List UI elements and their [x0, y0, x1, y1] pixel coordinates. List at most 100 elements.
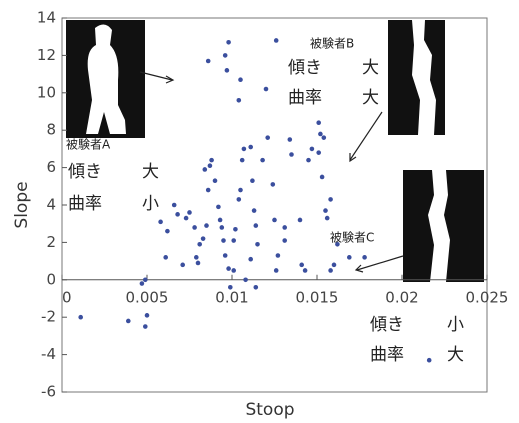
- point: [143, 324, 148, 329]
- y-tick-label: 6: [46, 158, 56, 176]
- point: [331, 262, 337, 268]
- x-tick-label: 0.01: [215, 288, 248, 306]
- point: [324, 215, 330, 221]
- point: [318, 131, 323, 137]
- point: [163, 255, 168, 260]
- annotation-name: 曲率: [370, 345, 404, 365]
- point: [251, 208, 257, 213]
- point: [241, 146, 247, 152]
- point: [207, 163, 213, 169]
- point: [224, 68, 230, 73]
- point: [255, 241, 260, 247]
- y-tick-label: 10: [37, 83, 56, 101]
- point: [204, 223, 209, 228]
- point: [272, 217, 277, 223]
- point: [362, 255, 367, 260]
- point: [236, 197, 242, 202]
- y-tick-label: -2: [41, 308, 56, 326]
- point: [200, 236, 206, 241]
- point: [347, 255, 352, 260]
- point: [238, 77, 243, 83]
- annotation-name: 曲率: [288, 88, 322, 108]
- y-tick-label: 2: [46, 233, 56, 251]
- point: [309, 146, 315, 152]
- point: [289, 152, 294, 157]
- x-axis-label: Stoop: [245, 400, 294, 420]
- point: [265, 135, 271, 140]
- point: [253, 284, 259, 290]
- point: [250, 178, 255, 183]
- point: [226, 40, 231, 45]
- point: [228, 284, 233, 290]
- point: [335, 241, 340, 247]
- point: [328, 268, 333, 273]
- arrows: [139, 71, 404, 273]
- point: [316, 120, 322, 126]
- annotation-level: 大: [362, 88, 379, 108]
- point: [126, 318, 131, 324]
- y-tick-label: -6: [41, 383, 56, 401]
- annotation-name: 傾き: [68, 162, 102, 182]
- point: [78, 314, 83, 320]
- point: [238, 187, 243, 193]
- point: [222, 53, 228, 58]
- point: [222, 253, 228, 258]
- silhouette-a: [66, 20, 145, 138]
- point: [171, 202, 177, 208]
- silhouette-c: [403, 170, 484, 282]
- point: [194, 255, 199, 260]
- x-tick-label: 0.02: [385, 288, 418, 306]
- annotation-level: 大: [142, 162, 159, 182]
- annotation-level: 小: [447, 315, 464, 335]
- point: [180, 262, 185, 268]
- point: [270, 182, 276, 187]
- y-tick-label: 0: [46, 270, 56, 288]
- point: [297, 217, 303, 223]
- point: [321, 135, 327, 140]
- x-tick-label: 0.025: [466, 288, 509, 306]
- point: [243, 277, 248, 283]
- point: [217, 217, 223, 223]
- annotation-level: 大: [447, 345, 464, 365]
- point: [209, 157, 214, 163]
- y-tick-label: 14: [37, 9, 56, 27]
- point: [273, 268, 279, 273]
- y-tick-label: -4: [41, 345, 56, 363]
- point: [165, 228, 170, 234]
- point: [248, 256, 253, 262]
- point: [316, 150, 322, 155]
- point: [205, 58, 211, 64]
- x-tick-label: 0.015: [296, 288, 339, 306]
- point: [282, 238, 288, 243]
- point: [205, 187, 211, 193]
- y-tick-label: 12: [37, 46, 56, 64]
- point: [221, 238, 226, 243]
- y-tick-label: 4: [46, 196, 56, 214]
- annotation-label: 被験者C: [330, 230, 374, 245]
- annotation-level: 大: [362, 58, 379, 78]
- point: [287, 137, 293, 142]
- silhouette-b: [388, 20, 445, 135]
- annotation-level: 小: [142, 194, 159, 214]
- point: [260, 157, 265, 163]
- annotation-label: 被験者B: [310, 36, 354, 51]
- x-tick-label: 0: [62, 288, 72, 306]
- point: [239, 157, 245, 163]
- point: [175, 212, 180, 217]
- point: [319, 174, 325, 180]
- y-tick-label: 8: [46, 121, 56, 139]
- point: [202, 167, 208, 172]
- point: [197, 241, 202, 247]
- point: [195, 260, 201, 266]
- point: [282, 225, 288, 230]
- annotation-name: 傾き: [288, 58, 322, 78]
- y-axis-label: Slope: [12, 181, 32, 228]
- point: [187, 210, 192, 215]
- point: [231, 238, 236, 243]
- point: [328, 197, 333, 202]
- point: [273, 38, 279, 43]
- point: [253, 223, 259, 228]
- annotation-name: 曲率: [68, 194, 102, 214]
- point: [306, 157, 311, 163]
